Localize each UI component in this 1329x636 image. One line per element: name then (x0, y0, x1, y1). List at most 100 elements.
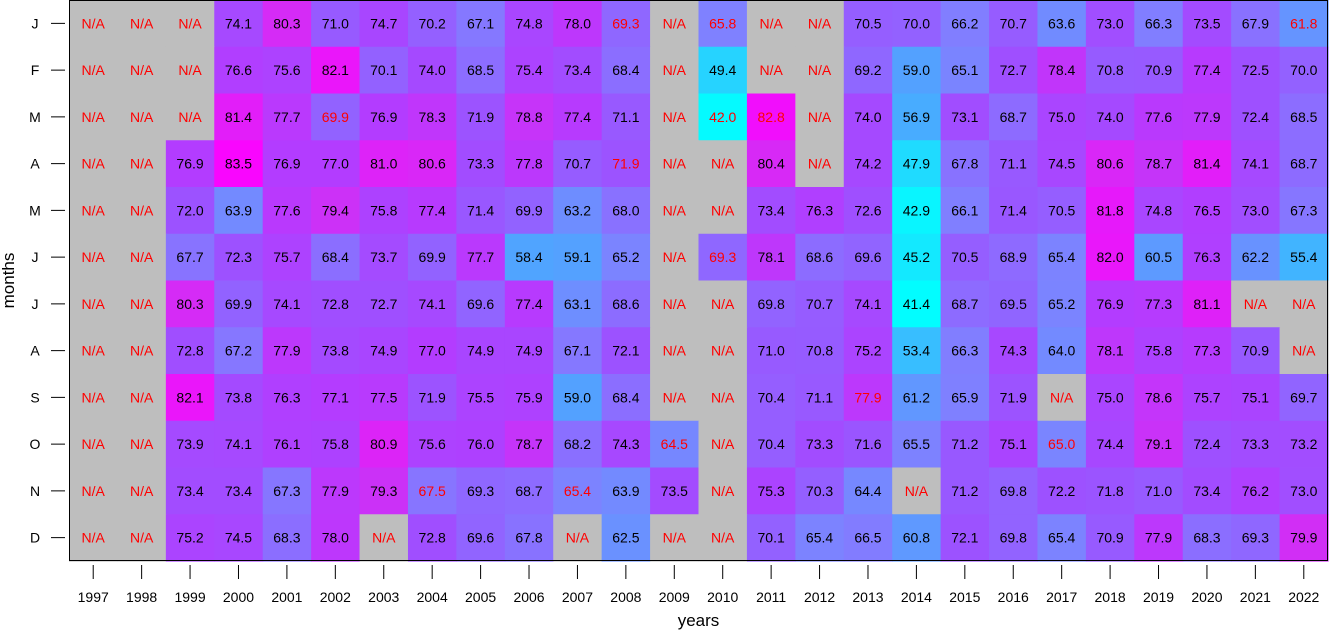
x-tick-label: 2006 (513, 589, 544, 605)
heatmap-cell (1231, 233, 1281, 282)
y-tick-label: J (32, 296, 39, 312)
heatmap-cell (407, 420, 457, 469)
heatmap-cell-value: 71.0 (758, 343, 785, 359)
heatmap-cell-value: 80.6 (419, 156, 446, 172)
heatmap-cell (407, 280, 457, 328)
heatmap-cell (795, 93, 845, 141)
x-tick-label: 2003 (368, 589, 399, 605)
x-tick-label: 2012 (804, 589, 835, 605)
heatmap-cell (989, 327, 1039, 375)
heatmap-cell-value: 63.9 (612, 483, 639, 499)
heatmap-cell-value: 69.8 (758, 296, 785, 312)
heatmap-cell-value: 79.4 (322, 202, 349, 218)
x-tick-label: 2010 (707, 589, 738, 605)
heatmap-cell-value: N/A (82, 109, 106, 125)
heatmap-cell (892, 93, 942, 141)
heatmap-cell-value: 69.3 (467, 483, 494, 499)
x-tick-label: 2014 (901, 589, 932, 605)
heatmap-cell (940, 233, 990, 282)
heatmap-cell-value: 70.7 (564, 156, 591, 172)
heatmap-cell (746, 514, 796, 562)
heatmap-cell (456, 514, 506, 562)
heatmap-cell (892, 467, 942, 515)
heatmap-cell-value: 76.3 (273, 389, 300, 405)
heatmap-cell-value: N/A (1050, 389, 1074, 405)
heatmap-cell (504, 514, 554, 562)
heatmap-cell (892, 420, 942, 469)
heatmap-cell-value: 67.9 (1242, 15, 1269, 31)
heatmap-cell-value: 72.7 (1000, 62, 1027, 78)
heatmap-cell-value: 77.6 (1145, 109, 1172, 125)
heatmap-cell-value: 75.8 (322, 436, 349, 452)
heatmap-cell-value: 72.0 (176, 202, 203, 218)
heatmap-cell-value: 71.9 (612, 156, 639, 172)
y-tick-label: M (29, 202, 41, 218)
heatmap-cell-value: 77.4 (1193, 62, 1220, 78)
heatmap-cell (989, 420, 1039, 469)
heatmap-cell-value: 76.5 (1193, 202, 1220, 218)
heatmap-cell-value: 71.2 (951, 483, 978, 499)
heatmap-cell-value: N/A (82, 249, 106, 265)
heatmap-cell (214, 93, 264, 141)
x-tick-label: 2017 (1046, 589, 1077, 605)
heatmap-cell-value: 70.3 (806, 483, 833, 499)
heatmap-cell-value: 72.8 (176, 343, 203, 359)
heatmap-cell (311, 187, 361, 235)
heatmap-cell-value: 65.5 (903, 436, 930, 452)
heatmap-cell (940, 93, 990, 141)
heatmap-cell-value: N/A (178, 109, 202, 125)
heatmap-cell (311, 467, 361, 515)
heatmap-cell (262, 374, 312, 422)
heatmap-cell (69, 420, 119, 469)
heatmap-cell (650, 233, 700, 282)
heatmap-cell (650, 140, 700, 188)
heatmap-cell (69, 140, 119, 188)
x-tick-label: 2018 (1095, 589, 1126, 605)
heatmap-cell (1182, 327, 1232, 375)
y-tick-label: M (29, 109, 41, 125)
heatmap-cell (795, 0, 845, 48)
heatmap-cell (601, 233, 651, 282)
heatmap-cell-value: 70.5 (1048, 202, 1075, 218)
heatmap-cell (698, 0, 748, 48)
heatmap-cell-value: N/A (130, 249, 154, 265)
heatmap-cell-value: 79.1 (1145, 436, 1172, 452)
heatmap-cell-value: 70.7 (806, 296, 833, 312)
heatmap-cell-value: 77.6 (273, 202, 300, 218)
heatmap-cell-value: 77.9 (322, 483, 349, 499)
heatmap-cell (698, 46, 748, 95)
heatmap-cell (1279, 233, 1329, 282)
heatmap-cell-value: 69.5 (1000, 296, 1027, 312)
heatmap-cell (262, 140, 312, 188)
heatmap-cell-value: 71.9 (419, 389, 446, 405)
heatmap-cell-value: 72.8 (322, 296, 349, 312)
heatmap-cell (989, 0, 1039, 48)
heatmap-cell (989, 187, 1039, 235)
heatmap-cell (456, 187, 506, 235)
heatmap-cell (1182, 93, 1232, 141)
heatmap-cell-value: 74.4 (1096, 436, 1123, 452)
heatmap-cell (843, 374, 893, 422)
heatmap-cell (359, 514, 409, 562)
heatmap-cell (407, 514, 457, 562)
heatmap-cell-value: N/A (1244, 296, 1268, 312)
heatmap-cell-value: 74.9 (467, 343, 494, 359)
heatmap-cell-value: N/A (82, 343, 106, 359)
heatmap-cell-value: 77.4 (515, 296, 542, 312)
heatmap-cell (117, 514, 167, 562)
heatmap-cell (940, 46, 990, 95)
heatmap-cell-value: 67.7 (176, 249, 203, 265)
heatmap-cell (117, 374, 167, 422)
heatmap-cell-value: 70.8 (806, 343, 833, 359)
heatmap-cell-labels: N/A N/A N/A 74.1 80.3 71.0 74.7 70.2 67.1 74.8 78.… (82, 15, 1318, 545)
heatmap-cell-value: 78.4 (1048, 62, 1075, 78)
heatmap-cell-value: 70.0 (1290, 62, 1317, 78)
x-tick-label: 2007 (562, 589, 593, 605)
heatmap-cell-value: 74.2 (854, 156, 881, 172)
heatmap-cell-value: 78.6 (1145, 389, 1172, 405)
x-tick-label: 2005 (465, 589, 496, 605)
heatmap-cell (601, 46, 651, 95)
heatmap-cell (1085, 233, 1135, 282)
heatmap-cell-value: 70.2 (419, 15, 446, 31)
heatmap-cell (1279, 187, 1329, 235)
